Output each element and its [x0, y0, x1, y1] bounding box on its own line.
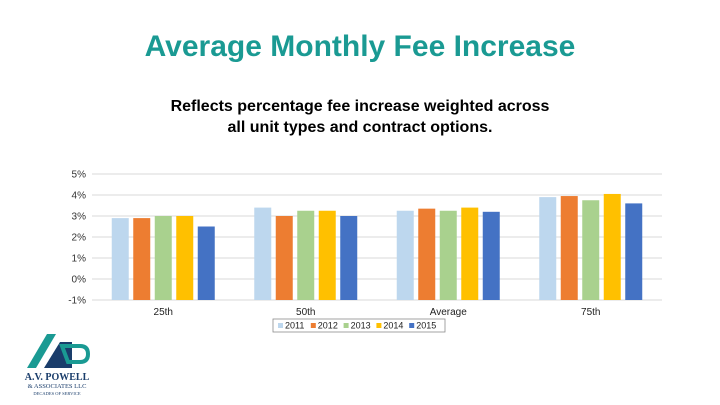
bar-2015-50th: [340, 216, 358, 300]
chart-subtitle: Reflects percentage fee increase weighte…: [120, 96, 600, 138]
bar-2012-average: [418, 208, 436, 300]
legend-swatch-2013: [343, 323, 349, 328]
logo-tagline: DECADES OF SERVICE: [33, 391, 80, 396]
bar-2011-average: [396, 210, 414, 300]
logo-shape-p: [59, 344, 91, 364]
legend-label-2014: 2014: [383, 321, 403, 331]
bar-2013-50th: [297, 210, 315, 300]
x-category-label: 25th: [154, 307, 173, 318]
legend-swatch-2011: [278, 323, 283, 328]
y-tick-label: 5%: [72, 170, 87, 181]
chart-title: Average Monthly Fee Increase: [144, 30, 576, 63]
y-tick-label: 2%: [72, 233, 87, 244]
legend-box: [272, 318, 446, 333]
bar-2015-75th: [625, 203, 643, 300]
bar-2013-75th: [582, 200, 600, 300]
legend-swatch-2015: [409, 323, 415, 328]
y-tick-label: 0%: [72, 275, 87, 286]
bar-2015-25th: [197, 226, 215, 300]
axis-labels: -1% 0% 1% 2% 3% 4% 5% 25th 50th Average 75th: [68, 170, 600, 319]
legend-swatch-2012: [310, 323, 316, 328]
logo-shape-left: [27, 334, 56, 368]
bar-2014-average: [461, 207, 479, 300]
legend-label-2013: 2013: [351, 321, 371, 331]
x-category-label: 75th: [581, 307, 600, 318]
legend-label-2012: 2012: [318, 321, 338, 331]
bar-2011-75th: [539, 197, 557, 300]
legend-swatch-2014: [376, 323, 382, 328]
bar-2013-average: [439, 210, 457, 300]
logo-line2: & ASSOCIATES LLC: [28, 383, 87, 390]
x-category-label: Average: [430, 307, 468, 318]
y-tick-label: 4%: [72, 191, 87, 202]
bar-2012-75th: [560, 196, 578, 300]
y-tick-label: 3%: [72, 212, 87, 223]
legend-label-2015: 2015: [416, 321, 436, 331]
bars: [111, 193, 643, 300]
bar-2015-average: [482, 211, 500, 300]
bar-2013-25th: [154, 216, 172, 300]
bar-2012-50th: [275, 216, 293, 300]
legend-label-2011: 2011: [285, 321, 304, 331]
bar-2014-75th: [603, 193, 621, 300]
legend: 2011 2012 2013 2014 2015: [272, 318, 446, 333]
company-logo: A.V. POWELL & ASSOCIATES LLC DECADES OF …: [25, 334, 91, 396]
bar-2014-25th: [176, 216, 194, 300]
y-tick-label: 1%: [72, 254, 87, 265]
bar-2012-25th: [133, 218, 151, 300]
y-tick-label: -1%: [68, 296, 86, 307]
bar-2011-25th: [111, 218, 129, 300]
x-category-label: 50th: [296, 307, 315, 318]
bar-2011-50th: [254, 207, 272, 300]
subtitle-line-2: all unit types and contract options.: [227, 119, 493, 136]
bar-2014-50th: [318, 210, 336, 300]
subtitle-line-1: Reflects percentage fee increase weighte…: [170, 98, 550, 115]
logo-name: A.V. POWELL: [25, 372, 90, 383]
